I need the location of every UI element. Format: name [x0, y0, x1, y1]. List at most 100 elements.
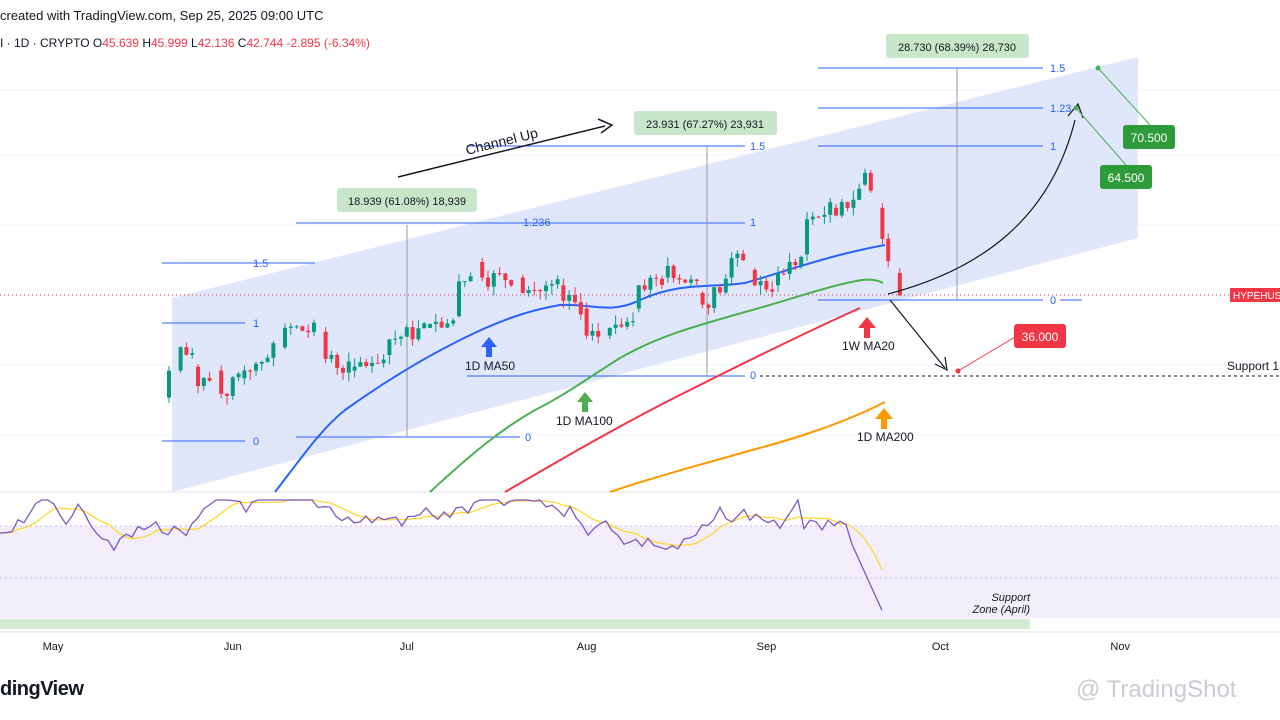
candle-body — [265, 357, 270, 363]
x-tick-label: Nov — [1110, 641, 1130, 653]
candle-body — [416, 328, 421, 340]
candle-body — [335, 354, 340, 368]
x-tick-label: Sep — [757, 641, 777, 653]
candle-body — [810, 216, 815, 220]
candle-body — [590, 330, 595, 336]
candle-body — [404, 327, 409, 337]
measure-3-box — [886, 34, 1029, 58]
symbol-tag: HYPEHUSD — [1233, 291, 1280, 302]
measure-1-box — [337, 188, 477, 212]
rsi-line — [0, 498, 883, 611]
channel-up-label: Channel Up — [464, 124, 540, 157]
candle-body — [399, 336, 403, 339]
candle-body — [497, 273, 502, 275]
time-axis: MayJunJulAugSepOctNovDec — [43, 641, 1131, 653]
x-tick-label: May — [43, 641, 64, 653]
candle-body — [683, 279, 688, 283]
candle-body — [509, 280, 514, 286]
downside-arrow-head — [934, 356, 948, 372]
candle-body — [857, 188, 862, 200]
candle-body — [839, 202, 844, 216]
candle-body — [230, 377, 235, 396]
ma100-label: 1D MA100 — [556, 414, 613, 428]
fib-4-level-1: 1 — [1050, 141, 1056, 153]
candle-body — [706, 304, 711, 308]
ma50-line — [274, 244, 886, 493]
candle-body — [613, 324, 618, 328]
candle-body — [433, 321, 438, 325]
candle-body — [341, 367, 345, 373]
rsi-support-label-1: Support — [991, 592, 1030, 604]
candle-body — [822, 214, 827, 217]
candle-body — [167, 370, 171, 398]
candle-body — [654, 277, 659, 279]
candle-body — [288, 326, 293, 328]
candle-body — [752, 269, 757, 286]
candle-body — [619, 324, 624, 327]
candle-body — [677, 278, 682, 280]
ma20w-arrow-icon — [858, 317, 876, 338]
ma200-line — [609, 401, 886, 493]
tradingview-logo[interactable]: dingView — [0, 678, 84, 700]
fib-group-4 — [818, 67, 1082, 301]
ohlc-bar: I · 1D · CRYPTO O45.639 H45.999 L42.136 … — [0, 36, 370, 50]
candle-body — [503, 273, 508, 281]
target-64-box — [1100, 165, 1152, 189]
candle-body — [526, 290, 531, 294]
target-64-link — [1075, 107, 1127, 166]
candle-body — [207, 377, 212, 381]
open-label: O — [92, 36, 103, 50]
candle-body — [886, 238, 891, 262]
candle-body — [225, 393, 229, 396]
channel-up-band — [172, 57, 1138, 492]
candle-body — [352, 366, 357, 371]
candle-body — [387, 339, 392, 356]
candle-body — [880, 207, 885, 239]
low-label: L — [191, 36, 198, 50]
candle-body — [457, 281, 461, 317]
target-70-link — [1097, 67, 1151, 126]
candle-body — [300, 326, 305, 331]
candle-body — [236, 373, 241, 378]
candle-body — [178, 347, 183, 371]
target-70-point — [1095, 65, 1101, 71]
candle-body — [631, 321, 635, 323]
candle-body — [741, 253, 746, 261]
candle-body — [480, 262, 485, 278]
measure-3-label: 28.730 (68.39%) 28,730 — [898, 42, 1016, 54]
x-tick-label: Oct — [932, 641, 949, 653]
candle-body — [729, 258, 734, 278]
high-label: H — [142, 36, 151, 50]
candle-body — [776, 273, 780, 286]
candle-body — [561, 285, 566, 301]
rsi-support-label-2: Zone (April) — [972, 604, 1031, 616]
candle-body — [758, 281, 763, 286]
target-64-point — [1073, 105, 1079, 111]
candle-body — [764, 281, 769, 290]
x-tick-label: Jun — [224, 641, 242, 653]
candle-body — [242, 370, 247, 379]
candle-body — [422, 323, 427, 329]
ma50-arrow-icon — [481, 337, 497, 357]
candle-body — [770, 289, 775, 292]
candle-body — [201, 377, 206, 387]
candles — [167, 168, 902, 405]
ma100-arrow-icon — [577, 392, 593, 412]
low-value: 42.136 — [197, 36, 235, 50]
ma50-label: 1D MA50 — [465, 359, 515, 373]
candle-body — [271, 343, 276, 358]
candle-body — [486, 277, 490, 287]
high-value: 45.999 — [150, 36, 188, 50]
candle-body — [555, 279, 560, 285]
target-70-box — [1123, 125, 1175, 149]
candle-body — [538, 290, 543, 292]
candle-body — [381, 359, 386, 364]
fib-1-level-1: 1 — [253, 318, 259, 330]
candle-body — [410, 327, 415, 340]
candle-body — [532, 290, 537, 292]
fib-1-level-0: 0 — [253, 436, 259, 448]
candle-body — [323, 331, 328, 359]
candle-body — [625, 321, 630, 327]
candle-body — [596, 330, 601, 337]
candle-body — [834, 207, 838, 216]
